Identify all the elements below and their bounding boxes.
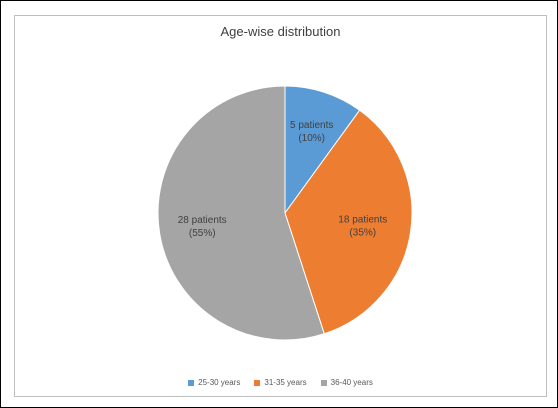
pie-slice-36-40-years bbox=[157, 85, 325, 341]
slice-data-label: 28 patients (55%) bbox=[178, 215, 227, 239]
legend-label: 36-40 years bbox=[330, 378, 373, 387]
legend-swatch bbox=[254, 379, 261, 386]
chart-title: Age-wise distribution bbox=[220, 24, 341, 39]
pie-slice-31-35-years bbox=[284, 109, 413, 335]
legend-item-36-40: 36-40 years bbox=[320, 378, 373, 387]
legend-item-31-35: 31-35 years bbox=[254, 378, 307, 387]
chart-legend: 25-30 years 31-35 years 36-40 years bbox=[15, 378, 546, 387]
legend-swatch bbox=[188, 379, 195, 386]
pie-slice-25-30-years bbox=[284, 85, 361, 215]
slice-data-label: 5 patients (10%) bbox=[290, 120, 333, 144]
pie-chart: 5 patients (10%) 18 patients (35%) 28 patien… bbox=[157, 85, 413, 341]
legend-swatch bbox=[320, 379, 327, 386]
legend-item-25-30: 25-30 years bbox=[188, 378, 240, 387]
legend-label: 31-35 years bbox=[264, 378, 307, 387]
slice-data-label: 18 patients (35%) bbox=[338, 214, 387, 238]
chart-area: Age-wise distribution 5 patients (10%) 18 … bbox=[14, 15, 547, 397]
legend-label: 25-30 years bbox=[198, 378, 241, 387]
